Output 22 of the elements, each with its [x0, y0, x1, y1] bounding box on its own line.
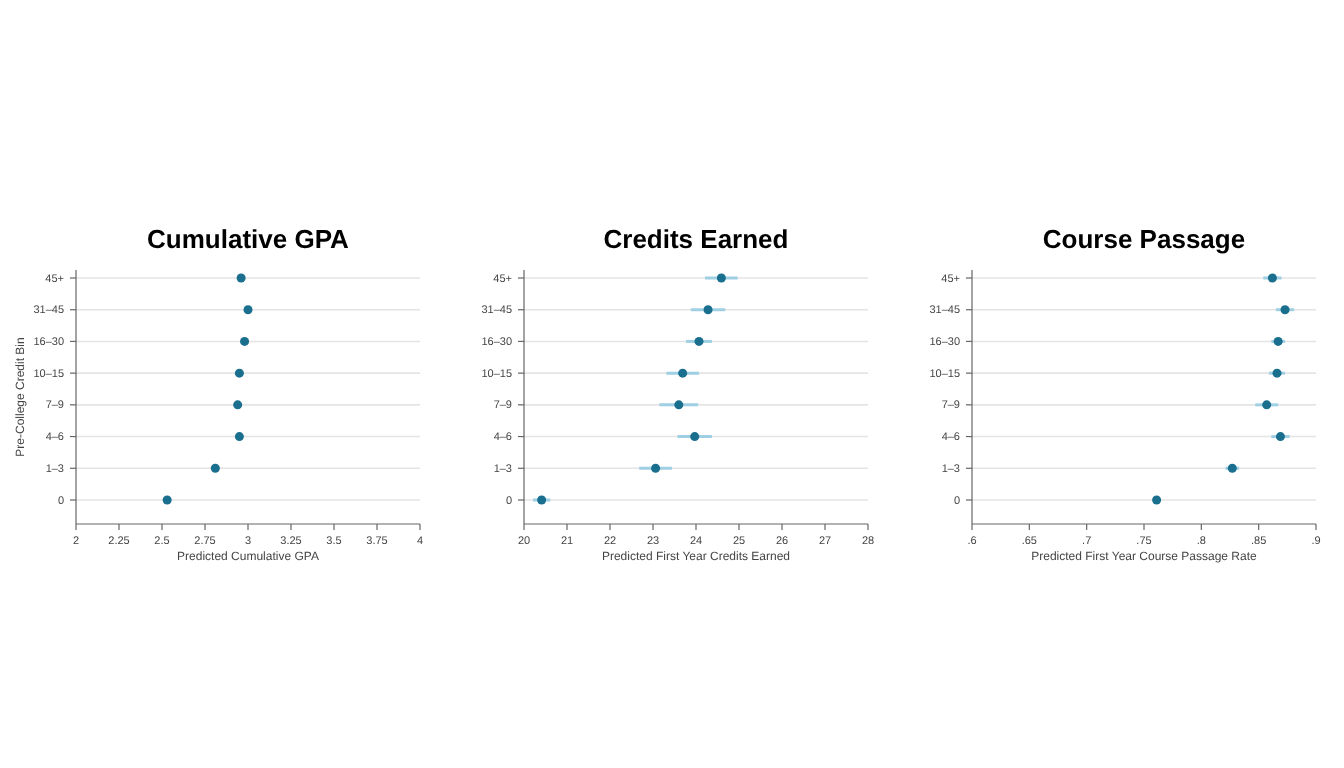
point — [1267, 273, 1277, 283]
point — [243, 305, 253, 315]
point — [1275, 432, 1285, 442]
chart-title: Cumulative GPA — [147, 224, 351, 254]
point — [690, 432, 700, 442]
point — [678, 368, 688, 378]
point — [162, 495, 172, 505]
point — [694, 336, 704, 346]
point — [651, 463, 661, 473]
point — [210, 463, 220, 473]
point — [674, 400, 684, 410]
point — [233, 400, 243, 410]
point — [1280, 305, 1290, 315]
point — [236, 273, 246, 283]
point — [240, 336, 250, 346]
chart-title: Course Passage — [1042, 224, 1246, 254]
chart-title: Credits Earned — [603, 224, 789, 254]
point — [716, 273, 726, 283]
point — [703, 305, 713, 315]
point — [234, 368, 244, 378]
point — [234, 432, 244, 442]
point — [1262, 400, 1272, 410]
